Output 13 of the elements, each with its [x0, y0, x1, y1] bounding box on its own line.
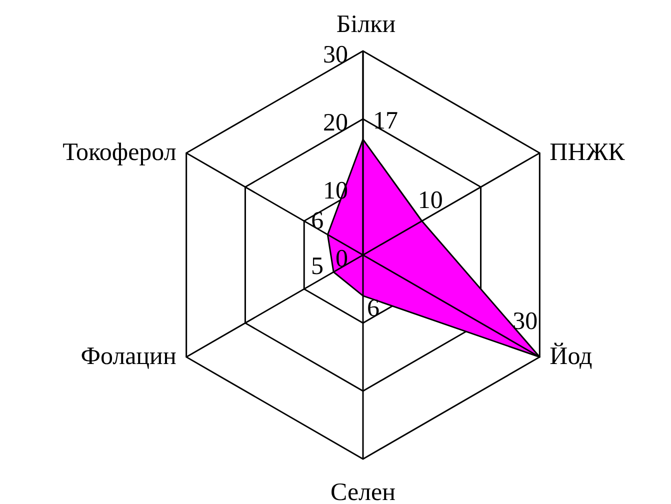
- data-label: 10: [418, 187, 443, 214]
- data-label: 30: [512, 308, 538, 335]
- y-tick-label: 0: [336, 245, 348, 272]
- spoke-label: Фолацин: [80, 343, 176, 370]
- spoke-label: Селен: [330, 479, 396, 504]
- y-tick-label: 20: [323, 109, 348, 136]
- spoke-label: Токоферол: [62, 139, 176, 166]
- spoke-label: ПНЖК: [550, 139, 626, 166]
- y-tick-label: 30: [323, 41, 348, 68]
- spoke-label: Йод: [550, 342, 593, 370]
- data-label: 17: [373, 107, 398, 134]
- spoke-label: Білки: [336, 11, 396, 38]
- data-label: 5: [311, 253, 324, 280]
